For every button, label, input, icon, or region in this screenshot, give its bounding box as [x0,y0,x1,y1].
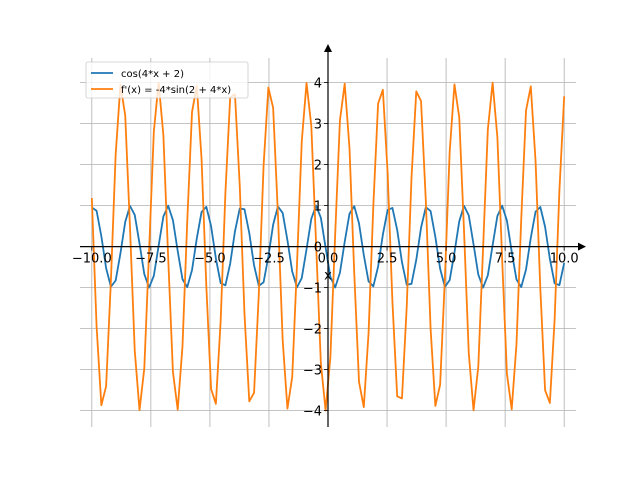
y-tick-label: −2 [303,323,322,338]
x-tick-label: −5.0 [194,252,226,267]
x-tick-label: 7.5 [495,252,516,267]
legend-label-2: f'(x) = -4*sin(2 + 4*x) [121,85,231,96]
y-tick-label: 3 [314,118,322,133]
x-tick-label: 0.0 [318,252,339,267]
legend-label-1: cos(4*x + 2) [121,69,184,80]
tick-labels: −10.0 −7.5 −5.0 −2.5 0.0 2.5 5.0 7.5 10.0 −4 −3 −2 −… [72,77,579,420]
x-axis-arrow [578,242,586,251]
axes [80,44,586,427]
y-tick-label: 1 [314,200,322,215]
y-axis-arrow [324,44,332,52]
x-tick-label: 10.0 [550,252,579,267]
legend: cos(4*x + 2) f'(x) = -4*sin(2 + 4*x) [85,61,249,99]
y-tick-label: 2 [314,159,322,174]
legend-box [85,61,249,99]
x-tick-label: −7.5 [135,252,167,267]
y-tick-label: 0 [314,241,322,256]
x-tick-label: 2.5 [377,252,398,267]
y-tick-label: −4 [303,405,322,420]
y-tick-label: −1 [303,282,322,297]
y-tick-label: 4 [314,77,322,92]
x-tick-label: 5.0 [436,252,457,267]
x-axis-label: x [324,269,332,284]
x-tick-label: −2.5 [253,252,285,267]
x-tick-label: −10.0 [72,252,112,267]
y-tick-label: −3 [303,364,322,379]
